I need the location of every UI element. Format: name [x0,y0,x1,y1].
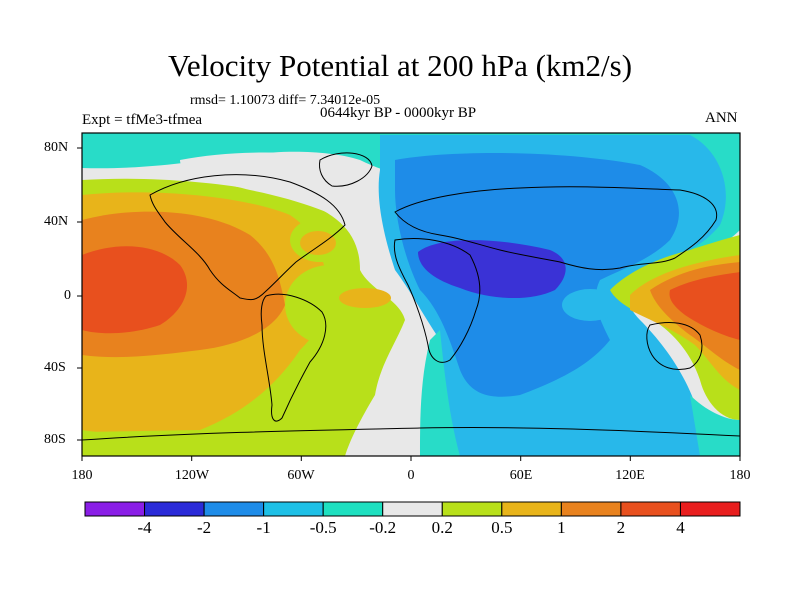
contour-cyan-south [420,330,460,456]
axis-ticks [77,147,741,461]
colorbar-swatch [441,501,503,517]
x-tick-60e: 60E [509,468,533,483]
colorbar-label: -0.2 [369,518,397,537]
x-tick-60w: 60W [287,468,315,483]
coastlines [82,152,740,441]
y-tick-80n: 80N [44,140,69,155]
colorbar-label: 4 [676,518,685,537]
contour-yellow-atlantic-2 [300,231,336,255]
colorbar-label: -4 [137,518,152,537]
x-tick-0: 0 [407,468,415,483]
contour-darkblue-east [418,240,566,299]
contour-lime-atlantic [285,265,375,345]
contour-gray-north [180,152,366,230]
y-tick-0: 0 [64,288,71,303]
contour-redorange-west [82,246,188,334]
colorbar-label: 0.5 [491,518,513,537]
colorbar-swatch [382,501,443,517]
contour-field [82,133,740,456]
y-tick-40s: 40S [44,360,66,375]
colorbar-label: -1 [256,518,271,537]
center-label: 0644kyr BP - 0000kyr BP [320,105,477,121]
x-tick-180w: 180 [71,468,93,483]
colorbar-swatch [144,501,205,517]
stats-text: rmsd= 1.10073 diff= 7.34012e-05 [190,93,381,108]
contour-yellow-safrica [339,288,391,308]
colorbar-swatch [560,501,622,517]
colorbar-label: -2 [196,518,212,537]
colorbar-swatch [203,501,265,517]
x-tick-120w: 120W [174,468,210,483]
x-tick-120e: 120E [615,468,645,483]
colorbar-label: 2 [616,518,626,537]
colorbar-swatch [620,501,681,517]
contour-cyan-se [690,395,740,456]
left-label: Expt = tfMe3-tfmea [82,112,203,128]
y-tick-80s: 80S [44,432,66,447]
contour-lime-south [82,430,345,456]
contour-red-westpac [669,272,740,340]
colorbar [84,501,741,517]
contour-lightblue-indian [562,289,618,321]
colorbar-label: 0.2 [431,518,453,537]
map-title: Velocity Potential at 200 hPa (km2/s) [167,48,633,83]
colorbar-swatch [679,501,741,517]
y-tick-40n: 40N [44,214,69,229]
colorbar-swatch [322,501,384,517]
colorbar-swatch [84,501,146,517]
colorbar-swatch [501,501,562,517]
x-tick-180e: 180 [729,468,751,483]
colorbar-label: 1 [557,518,566,537]
colorbar-label: -0.5 [309,518,337,537]
colorbar-swatch [263,501,324,517]
right-label: ANN [705,110,738,126]
